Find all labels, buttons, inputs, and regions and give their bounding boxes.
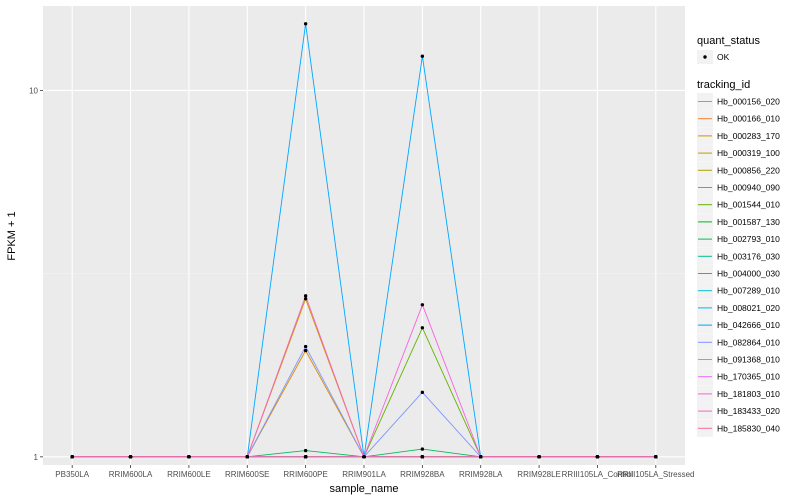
data-point (303, 22, 308, 26)
data-point (420, 303, 425, 307)
x-tick-label: PB350LA (55, 470, 89, 479)
data-point (420, 390, 425, 395)
legend-label: Hb_001544_010 (717, 200, 780, 210)
x-tick-label: RRIM600LA (109, 470, 153, 479)
y-tick-label: 1 (34, 453, 39, 462)
y-axis: 1 10 (29, 86, 43, 462)
data-point (303, 348, 308, 353)
legend-label: Hb_008021_020 (717, 303, 780, 313)
legend-label: Hb_000856_220 (717, 165, 780, 175)
legend-label: Hb_000940_090 (717, 183, 780, 193)
data-point (303, 455, 308, 459)
legend-label: Hb_181803_010 (717, 389, 780, 399)
data-point (420, 54, 425, 58)
data-point (595, 455, 600, 459)
y-axis-title: FPKM + 1 (6, 211, 18, 260)
data-point (420, 455, 425, 459)
legend-label: Hb_007289_010 (717, 286, 780, 296)
legend-label: Hb_082864_010 (717, 337, 780, 347)
legend-label: Hb_001587_130 (717, 217, 780, 227)
legend-point (703, 55, 707, 59)
data-point (362, 455, 366, 459)
x-axis-title: sample_name (329, 483, 398, 495)
x-tick-label: RRIII105LA_Stressed (617, 470, 694, 479)
legend-label: Hb_000156_020 (717, 97, 780, 107)
legend-label: Hb_003176_030 (717, 251, 780, 261)
x-tick-label: RRIM600PE (283, 470, 327, 479)
x-tick-label: RRIII105LA_Control (562, 470, 634, 479)
y-tick-label: 10 (29, 86, 38, 95)
legend-label: Hb_000283_170 (717, 131, 780, 141)
data-point (303, 448, 308, 453)
data-point (70, 455, 74, 459)
legend-title: quant_status (697, 35, 760, 47)
data-point (303, 294, 308, 298)
legend-label: Hb_002793_010 (717, 234, 780, 244)
data-point (303, 344, 308, 349)
legend-label: Hb_185830_040 (717, 423, 780, 433)
x-tick-label: RRIM928BA (400, 470, 445, 479)
data-points (70, 22, 658, 459)
legend: quant_status OK tracking_id Hb_000156_020 Hb… (697, 35, 780, 437)
legend-label: Hb_000319_100 (717, 148, 780, 158)
data-point (245, 455, 249, 459)
legend-label: Hb_004000_030 (717, 269, 780, 279)
legend-title: tracking_id (697, 79, 750, 91)
data-point (654, 455, 658, 459)
x-tick-label: RRIM600LE (167, 470, 211, 479)
legend-label: OK (717, 52, 730, 62)
x-axis: PB350LA RRIM600LA RRIM600LE RRIM600SE RRIM60… (55, 465, 695, 479)
x-tick-label: RRIM928LA (459, 470, 503, 479)
data-point (537, 455, 541, 459)
data-point (479, 455, 483, 459)
legend-label: Hb_000166_010 (717, 114, 780, 124)
legend-label: Hb_170365_010 (717, 372, 780, 382)
data-point (420, 447, 425, 451)
data-point (420, 326, 425, 330)
legend-label: Hb_183433_020 (717, 406, 780, 416)
x-tick-label: RRIM901LA (342, 470, 386, 479)
legend-label: Hb_042666_010 (717, 320, 780, 330)
x-tick-label: RRIM600SE (225, 470, 269, 479)
x-tick-label: RRIM928LE (517, 470, 561, 479)
legend-label: Hb_091368_010 (717, 355, 780, 365)
data-point (303, 297, 308, 301)
data-point (128, 455, 133, 459)
data-point (187, 455, 191, 459)
